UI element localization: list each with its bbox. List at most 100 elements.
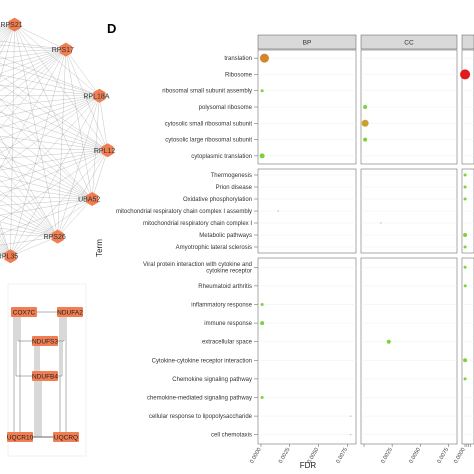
network-node <box>101 143 114 158</box>
network-edge <box>0 24 15 28</box>
oxphos-gene-network: COX7C NDUFA2 NDUFS3 NDUFB4 UQCR10 UQCRQ <box>7 283 87 457</box>
network-edge <box>0 112 108 151</box>
network-edge <box>57 198 93 237</box>
network-edge <box>0 198 93 235</box>
network-edge <box>0 95 100 169</box>
enrichment-point <box>260 321 265 326</box>
network-edge <box>0 198 93 216</box>
network-edge <box>0 85 100 96</box>
term-label: ribosomal small subunit assembly <box>162 89 252 95</box>
term-label: chemokine-mediated signaling pathway <box>147 396 252 402</box>
network-edge <box>0 149 58 237</box>
network-edge <box>0 141 93 200</box>
enrichment-point <box>463 233 468 237</box>
network-edge <box>0 150 108 171</box>
network-edge <box>0 49 66 129</box>
x-tick-labels: 0.0000 0.0025 0.0050 0.0075 0.0025 0.0050 0.00… <box>249 444 471 465</box>
network-edge <box>0 221 58 237</box>
term-label: Prion disease <box>216 185 253 191</box>
term-label: cytoplasmic translation <box>191 154 252 160</box>
network-edge <box>10 236 58 257</box>
network-node <box>4 249 17 264</box>
x-axis-title: FDR <box>300 461 317 470</box>
small-network-edge <box>13 311 24 438</box>
facet-panels <box>257 49 474 445</box>
facet-strip-label: BP <box>303 40 312 47</box>
small-network-node-label: NDUFS3 <box>32 338 58 345</box>
facet-panel <box>257 257 357 445</box>
small-network-node <box>57 307 83 317</box>
x-tick-label: 0.0075 <box>436 447 450 465</box>
small-network-node <box>32 336 58 346</box>
network-edge <box>0 179 58 237</box>
enrichment-point <box>463 197 467 201</box>
network-edge <box>0 147 108 151</box>
network-edge <box>0 150 108 159</box>
facet-panel <box>360 257 458 445</box>
network-edge <box>0 245 11 257</box>
small-network-node <box>53 432 79 442</box>
term-label: mitochondrial respiratory chain complex … <box>143 221 252 227</box>
term-label: Rheumatoid arthritis <box>198 284 252 290</box>
network-edge <box>0 24 15 80</box>
enrichment-point <box>259 53 269 63</box>
enrichment-point <box>260 89 264 93</box>
enrichment-point <box>460 69 471 80</box>
network-edge <box>0 84 108 151</box>
network-edge <box>0 109 93 200</box>
network-edge <box>0 175 93 200</box>
facet-strip <box>461 34 474 50</box>
enrichment-point <box>363 137 368 142</box>
small-network-node <box>11 307 37 317</box>
network-edge <box>0 242 11 257</box>
network-node-label: UBA52 <box>78 197 100 204</box>
network-edge <box>14 24 93 200</box>
term-label: Viral protein interaction with cytokine … <box>143 262 252 275</box>
network-edge <box>0 44 66 50</box>
network-edge <box>0 49 66 74</box>
enrichment-point <box>277 210 279 212</box>
enrichment-point <box>463 185 467 189</box>
enrichment-point <box>463 265 467 269</box>
network-node-label: RPL35 <box>0 254 18 261</box>
network-edge <box>0 150 108 222</box>
network-edge <box>0 185 93 200</box>
network-edge <box>57 95 100 237</box>
network-edge <box>0 190 58 237</box>
term-label: Metabolic pathways <box>199 233 252 239</box>
network-node <box>59 42 72 57</box>
enrichment-point <box>260 396 264 399</box>
term-label: immune response <box>204 321 252 327</box>
network-node-label: RPL18A <box>83 93 109 100</box>
network-edge <box>0 195 93 200</box>
network-edge <box>10 24 15 257</box>
network-edge <box>0 95 100 118</box>
term-label: cellular response to lipopolysaccharide <box>149 414 253 420</box>
network-edge <box>57 49 67 237</box>
small-network-node-label: UQCRQ <box>54 434 78 441</box>
enrichment-point <box>350 434 352 436</box>
enrichment-point <box>463 377 467 381</box>
network-edge <box>0 126 93 200</box>
small-network-edge <box>65 311 70 437</box>
small-network-edge <box>38 375 66 438</box>
facet-strips: BP CC <box>257 34 474 50</box>
facet-strip <box>360 34 458 50</box>
network-edge <box>0 136 58 237</box>
network-edge <box>0 233 58 237</box>
network-edge <box>0 95 100 154</box>
term-label: mitochondrial respiratory chain complex … <box>116 209 252 215</box>
network-edge <box>0 98 93 200</box>
facet-strip-label: CC <box>404 40 414 47</box>
term-label: extracellular space <box>202 340 253 346</box>
small-network-node <box>7 432 33 442</box>
network-edge <box>0 49 66 60</box>
x-tick-label: 0.0000 <box>453 447 467 465</box>
network-node-label: RPS21 <box>0 22 22 29</box>
term-label: polysomal ribosome <box>199 105 253 111</box>
network-edge <box>0 95 100 107</box>
small-network-node <box>32 371 58 381</box>
term-label: Chemokine signaling pathway <box>172 377 252 383</box>
network-node <box>8 17 21 32</box>
small-network-edge <box>38 340 45 377</box>
